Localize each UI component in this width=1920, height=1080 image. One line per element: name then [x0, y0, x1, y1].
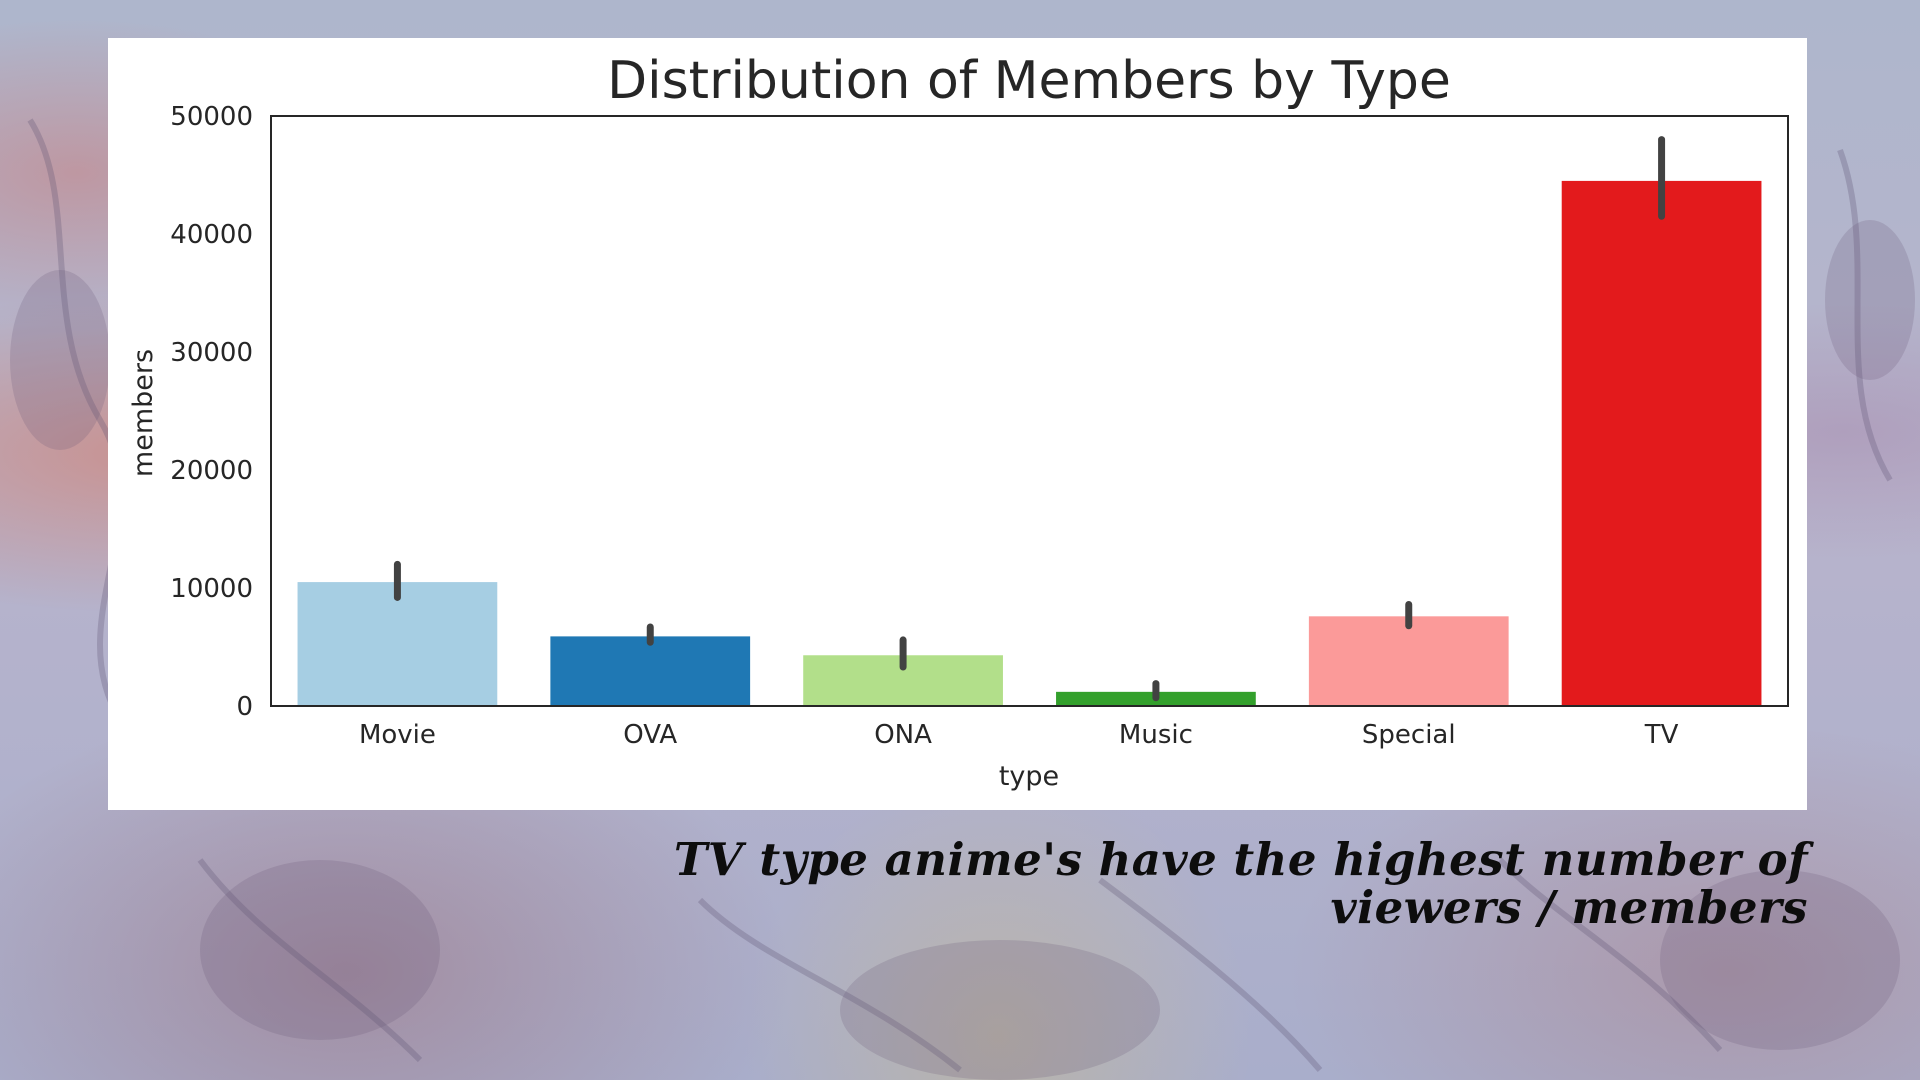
y-tick-label: 10000 [170, 574, 253, 604]
x-tick-label: TV [1644, 720, 1679, 750]
x-tick-label: Movie [359, 720, 436, 750]
chart-title: Distribution of Members by Type [607, 51, 1451, 111]
chart-caption: TV type anime's have the highest number … [508, 836, 1808, 932]
bar-tv [1561, 180, 1762, 706]
x-tick-label: Music [1119, 720, 1193, 750]
caption-line-2: viewers / members [1330, 881, 1808, 934]
bar-special [1308, 616, 1509, 706]
bar-movie [297, 582, 498, 706]
x-tick-label: Special [1362, 720, 1456, 750]
caption-line-1: TV type anime's have the highest number … [673, 833, 1808, 886]
y-tick-label: 30000 [170, 338, 253, 368]
y-axis-label: members [128, 349, 159, 477]
y-tick-label: 40000 [170, 220, 253, 250]
y-tick-label: 0 [236, 692, 253, 722]
x-tick-label: ONA [874, 720, 932, 750]
chart-card: Distribution of Members by Type type mem… [108, 38, 1807, 810]
bar-chart: Distribution of Members by Type type mem… [128, 51, 1789, 792]
x-tick-label: OVA [623, 720, 677, 750]
x-axis-label: type [999, 761, 1059, 792]
bar-ova [550, 636, 751, 706]
y-tick-label: 20000 [170, 456, 253, 486]
y-tick-label: 50000 [170, 102, 253, 132]
plot-frame [270, 115, 1789, 707]
